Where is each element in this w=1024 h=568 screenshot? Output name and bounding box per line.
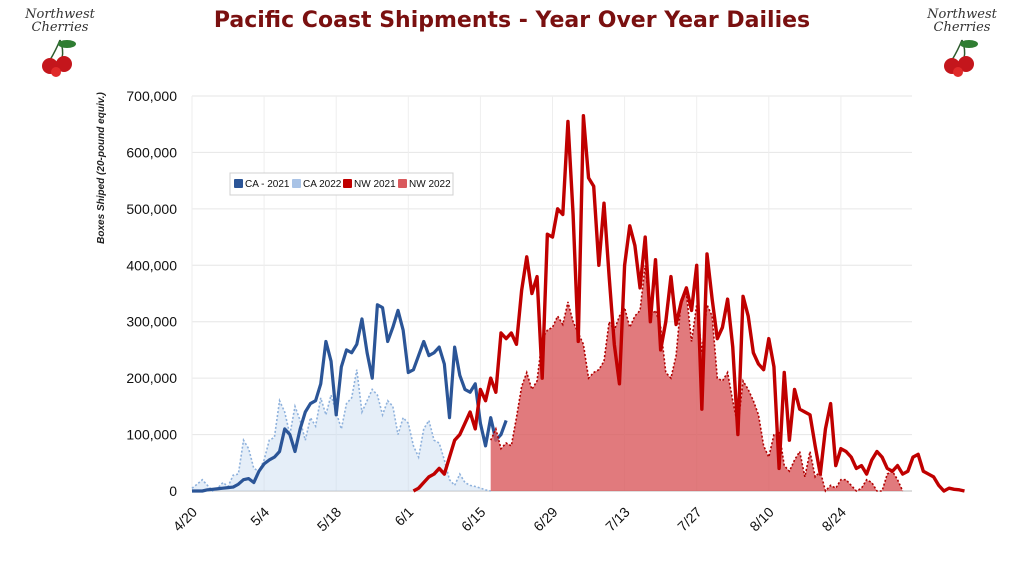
legend-swatch	[292, 179, 301, 188]
y-tick-label: 600,000	[126, 144, 177, 160]
y-axis-label: Boxes Shiped (20-pound equiv.)	[96, 91, 107, 243]
legend: CA - 2021 CA 2022 NW 2021 NW 2022	[229, 172, 454, 196]
x-tick-label: 5/18	[314, 504, 345, 535]
y-tick-label: 0	[169, 483, 177, 499]
legend-swatch	[398, 179, 407, 188]
legend-swatch	[343, 179, 352, 188]
series-layer	[191, 114, 965, 493]
y-tick-label: 300,000	[126, 314, 177, 330]
x-tick-label: 5/4	[247, 504, 272, 529]
y-tick-label: 400,000	[126, 257, 177, 273]
legend-label: CA - 2021	[245, 179, 290, 190]
y-tick-label: 100,000	[126, 427, 177, 443]
x-tick-label: 8/24	[818, 504, 849, 535]
y-axis-ticks: 0 100,000 200,000 300,000 400,000 500,000 600,…	[126, 88, 177, 499]
x-axis-ticks: 4/20 5/4 5/18 6/1 6/15 6/29 7/13 7/27 8/10 8/24	[170, 504, 850, 535]
x-tick-label: 6/1	[391, 504, 416, 529]
ca-2021-line	[192, 303, 508, 493]
x-tick-label: 4/20	[170, 504, 201, 535]
legend-label: CA 2022	[303, 179, 342, 190]
cherries-icon	[42, 39, 76, 77]
chart-title: Pacific Coast Shipments - Year Over Year…	[213, 8, 811, 33]
x-tick-label: 6/15	[458, 504, 489, 535]
x-tick-label: 7/27	[674, 504, 705, 535]
y-tick-label: 200,000	[126, 370, 177, 386]
nw-2021-line	[412, 114, 965, 493]
legend-box	[229, 172, 454, 196]
legend-label: NW 2022	[409, 179, 451, 190]
x-tick-label: 6/29	[530, 504, 561, 535]
x-tick-label: 8/10	[746, 504, 777, 535]
legend-label: NW 2021	[354, 179, 396, 190]
nw-2022-line	[489, 265, 904, 493]
northwest-cherries-logo-left: Northwest Cherries	[20, 6, 100, 78]
northwest-cherries-logo-right: Northwest Cherries	[922, 6, 1002, 78]
legend-swatch	[234, 179, 243, 188]
y-tick-label: 700,000	[126, 88, 177, 104]
y-tick-label: 500,000	[126, 201, 177, 217]
ca-2022-line	[191, 369, 491, 493]
logo-text: Northwest Cherries	[927, 7, 997, 35]
logo-text: Northwest Cherries	[25, 7, 95, 35]
nw-2022-area	[490, 265, 903, 491]
x-tick-label: 7/13	[602, 504, 633, 535]
cherries-icon	[944, 39, 978, 77]
